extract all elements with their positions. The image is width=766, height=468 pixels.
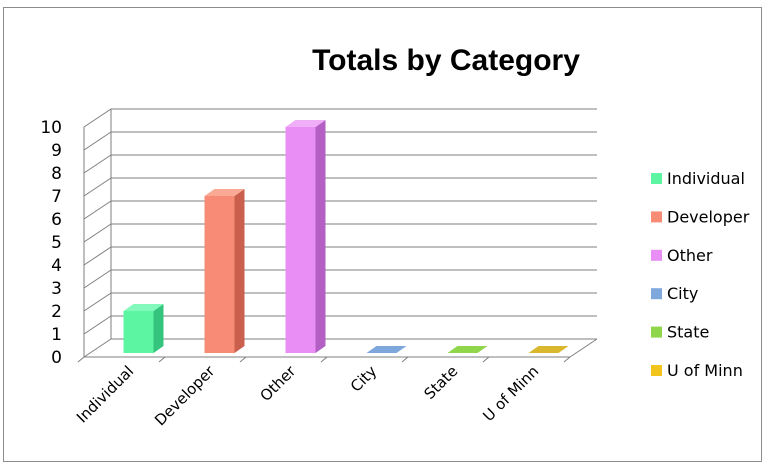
- gridline-wall: [83, 223, 112, 243]
- bar-side: [234, 189, 245, 353]
- x-tick-label: Other: [256, 362, 299, 405]
- chart-frame: [3, 7, 762, 462]
- y-axis-ticks: 0 1 2 3 4 5 6 7 8 9 10: [40, 118, 62, 368]
- y-tick-label: 1: [51, 325, 62, 345]
- bar-top: [366, 346, 407, 353]
- x-tick-mark: [401, 356, 409, 363]
- chart-bars: [123, 120, 569, 353]
- legend-swatch: [651, 365, 662, 376]
- legend-swatch: [651, 288, 662, 300]
- x-tick-mark: [320, 356, 328, 363]
- y-tick-label: 8: [51, 164, 62, 184]
- chart-title: Totals by Category: [312, 44, 580, 77]
- bar-developer: [204, 189, 245, 353]
- x-axis-ticks: Individual Developer Other City State U of Mi…: [73, 362, 542, 430]
- chart-legend: Individual Developer Other City State U of Mi…: [651, 169, 750, 380]
- bar-side: [315, 120, 326, 353]
- gridline-wall: [83, 315, 112, 335]
- bar-front: [123, 311, 154, 353]
- legend-label: Individual: [667, 169, 745, 188]
- x-tick-label: City: [347, 362, 381, 396]
- legend-label: City: [667, 284, 698, 303]
- legend-swatch: [651, 173, 662, 184]
- gridline-wall: [83, 108, 112, 128]
- chart-gridlines: [77, 108, 598, 363]
- bar-u-of-minn: [528, 346, 569, 353]
- legend-label: Other: [667, 246, 713, 265]
- bar-city: [366, 346, 407, 353]
- legend-label: State: [667, 323, 709, 342]
- x-tick-mark: [563, 356, 571, 363]
- legend-item: State: [651, 323, 709, 342]
- gridline-wall: [83, 200, 112, 220]
- bar-side: [153, 304, 164, 353]
- gridline-wall: [83, 246, 112, 266]
- x-tick-label: State: [421, 362, 462, 403]
- legend-item: U of Minn: [651, 361, 743, 380]
- x-tick-mark: [482, 356, 490, 363]
- bar-state: [447, 346, 488, 353]
- gridline-wall: [83, 338, 112, 358]
- gridline-wall: [83, 154, 112, 174]
- legend-label: U of Minn: [667, 361, 743, 380]
- gridline-wall: [83, 269, 112, 289]
- bar-top: [447, 346, 488, 353]
- x-tick-mark: [239, 356, 247, 363]
- y-tick-label: 3: [51, 279, 62, 299]
- legend-swatch: [651, 326, 662, 338]
- x-tick-label: Individual: [73, 362, 137, 426]
- y-tick-label: 10: [40, 118, 62, 138]
- y-tick-label: 2: [51, 302, 62, 322]
- bar-front: [204, 196, 235, 353]
- y-tick-label: 7: [51, 187, 62, 207]
- x-tick-label: U of Minn: [479, 362, 542, 425]
- gridline-wall: [83, 131, 112, 151]
- gridline-wall: [83, 177, 112, 197]
- y-tick-label: 4: [51, 256, 62, 276]
- legend-item: Individual: [651, 169, 745, 188]
- bar-top: [285, 120, 326, 127]
- x-tick-mark: [77, 356, 85, 363]
- bar-top: [528, 346, 569, 353]
- gridline-wall: [83, 292, 112, 312]
- x-tick-mark: [158, 356, 166, 363]
- y-tick-label: 0: [51, 348, 62, 368]
- legend-item: Other: [651, 246, 713, 265]
- legend-item: City: [651, 284, 698, 303]
- bar-top: [123, 304, 164, 311]
- bar-top: [204, 189, 245, 196]
- y-tick-label: 6: [51, 210, 62, 230]
- x-tick-label: Developer: [151, 362, 219, 430]
- legend-swatch: [651, 249, 662, 261]
- y-tick-label: 5: [51, 233, 62, 253]
- bar-other: [285, 120, 326, 353]
- floor-right-edge: [569, 338, 598, 358]
- bar-individual: [123, 304, 164, 353]
- y-tick-label: 9: [51, 141, 62, 161]
- legend-label: Developer: [667, 207, 750, 226]
- bar-front: [285, 127, 316, 353]
- legend-item: Developer: [651, 207, 750, 226]
- legend-swatch: [651, 211, 662, 223]
